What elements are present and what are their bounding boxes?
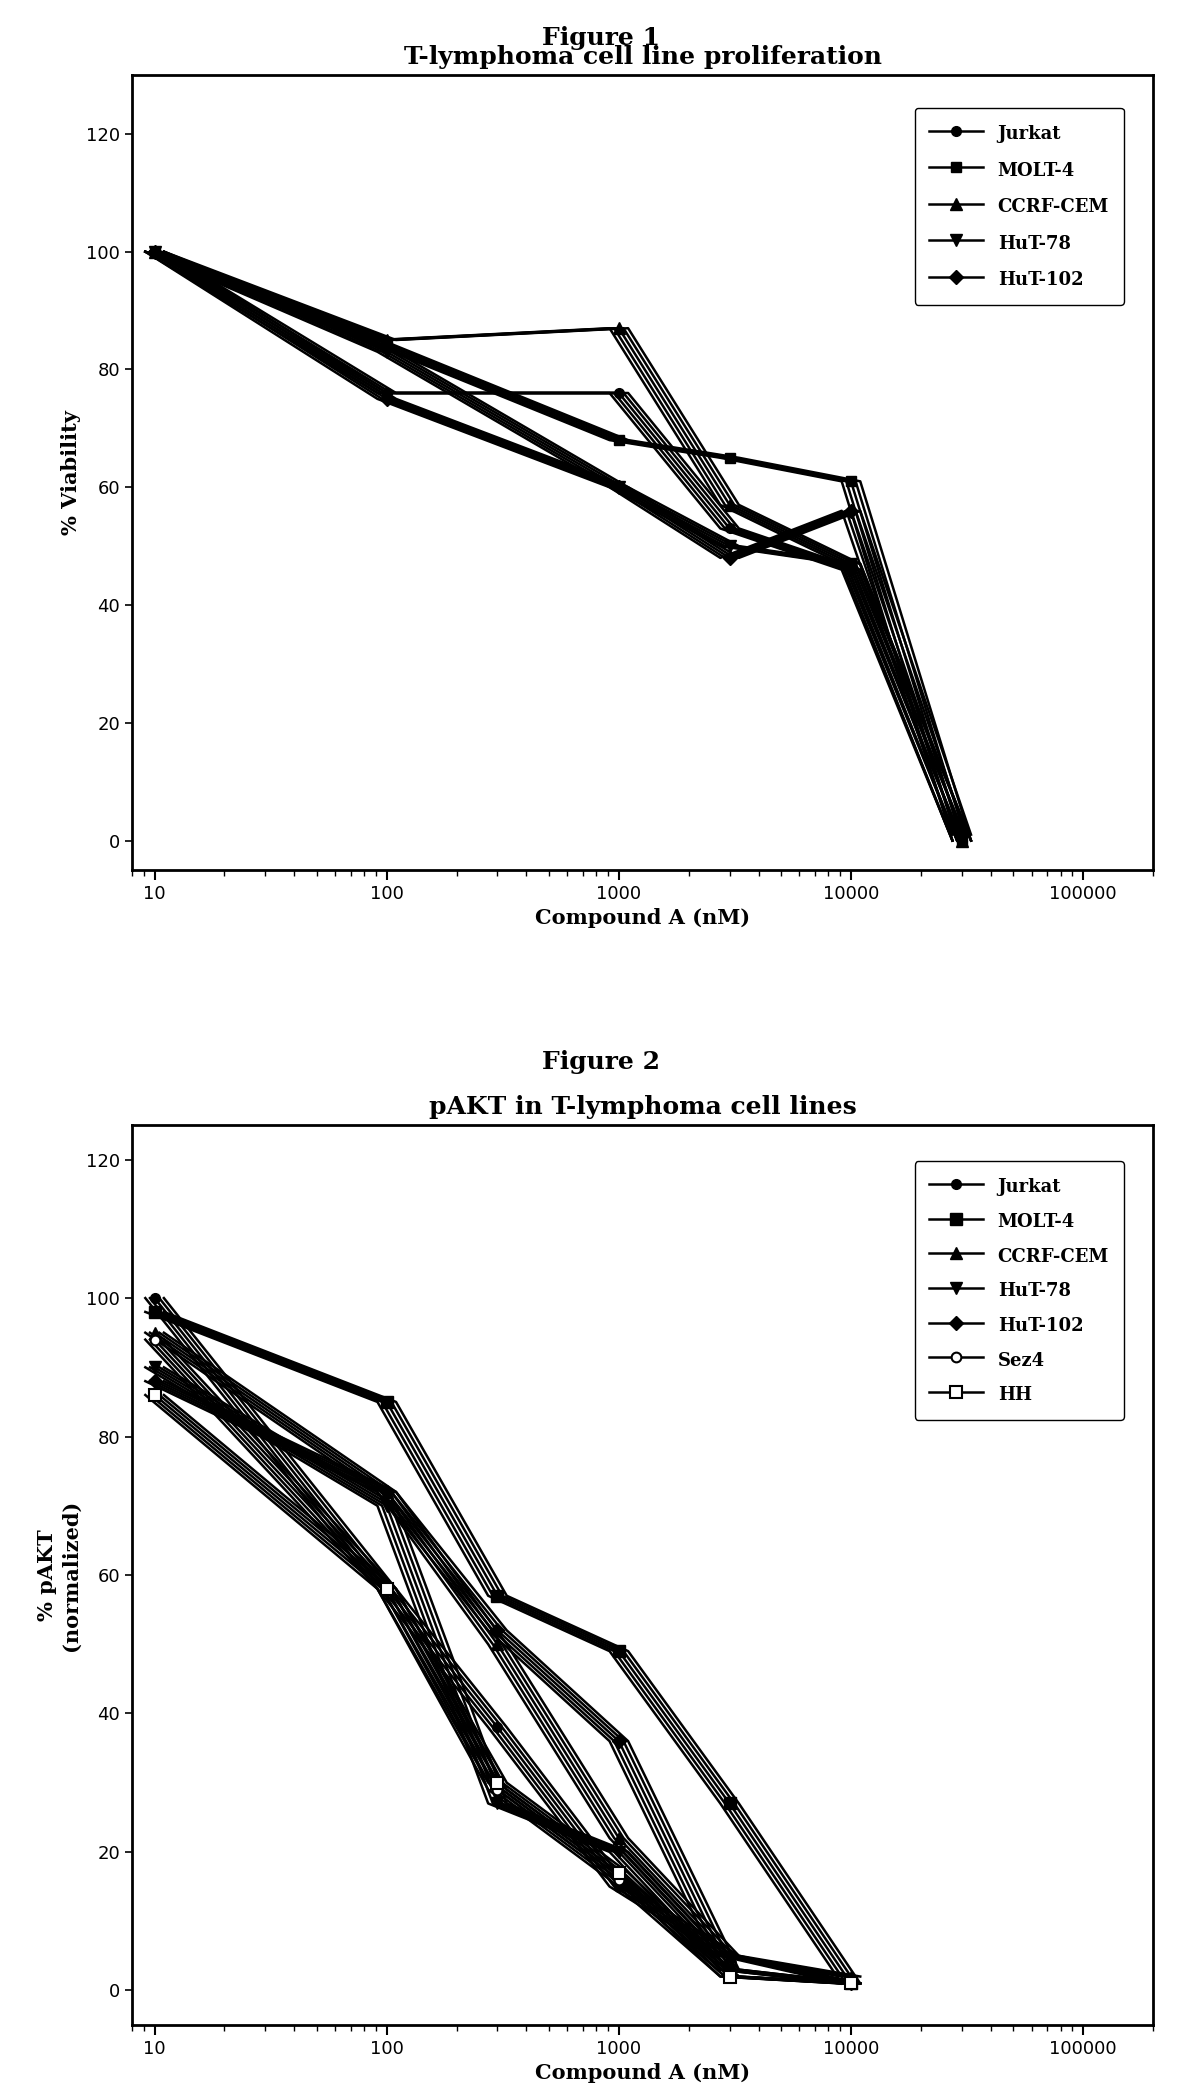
HuT-102 [722, 1957, 736, 1982]
MOLT-4 [955, 827, 969, 852]
CCRF-CEM [148, 238, 162, 263]
Line: Sez4: Sez4 [150, 1335, 856, 1989]
HuT-78 [148, 1356, 162, 1381]
Line: HuT-78: HuT-78 [149, 1362, 856, 1989]
Legend: Jurkat, MOLT-4, CCRF-CEM, HuT-78, HuT-102, Sez4, HH: Jurkat, MOLT-4, CCRF-CEM, HuT-78, HuT-10… [915, 1161, 1123, 1421]
Jurkat [148, 238, 162, 263]
Sez4 [611, 1868, 626, 1893]
MOLT-4 [722, 1790, 736, 1815]
CCRF-CEM [611, 315, 626, 341]
Line: Jurkat: Jurkat [150, 247, 967, 846]
X-axis label: Compound A (nM): Compound A (nM) [534, 909, 751, 928]
Jurkat [611, 380, 626, 405]
Y-axis label: % pAKT
(normalized): % pAKT (normalized) [37, 1500, 80, 1650]
HuT-102 [380, 386, 394, 412]
Sez4 [490, 1778, 504, 1803]
HH [380, 1577, 394, 1602]
Line: Jurkat: Jurkat [150, 1293, 856, 1989]
HH [844, 1970, 859, 1995]
HH [611, 1859, 626, 1884]
CCRF-CEM [380, 328, 394, 353]
HuT-102 [611, 474, 626, 499]
HuT-102 [844, 1970, 859, 1995]
HuT-102 [844, 499, 859, 524]
HuT-78 [148, 238, 162, 263]
Jurkat [955, 827, 969, 852]
HH [148, 1383, 162, 1408]
HuT-102 [722, 545, 736, 570]
Sez4 [148, 1327, 162, 1352]
Sez4 [844, 1970, 859, 1995]
MOLT-4 [380, 334, 394, 359]
Title: T-lymphoma cell line proliferation: T-lymphoma cell line proliferation [404, 44, 882, 69]
Line: HH: HH [149, 1389, 856, 1989]
Line: HuT-102: HuT-102 [150, 247, 967, 840]
Jurkat [844, 1970, 859, 1995]
CCRF-CEM [844, 1964, 859, 1989]
HuT-78 [380, 338, 394, 363]
Sez4 [722, 1964, 736, 1989]
HuT-102 [955, 823, 969, 848]
Title: pAKT in T-lymphoma cell lines: pAKT in T-lymphoma cell lines [429, 1095, 856, 1120]
MOLT-4 [490, 1583, 504, 1609]
CCRF-CEM [490, 1632, 504, 1657]
Line: MOLT-4: MOLT-4 [149, 1306, 856, 1989]
HuT-78 [611, 1840, 626, 1865]
HuT-78 [955, 827, 969, 852]
CCRF-CEM [148, 1320, 162, 1345]
HuT-102 [611, 1728, 626, 1753]
MOLT-4 [844, 1970, 859, 1995]
HuT-78 [611, 474, 626, 499]
HuT-78 [844, 551, 859, 577]
Line: HuT-78: HuT-78 [149, 247, 967, 846]
MOLT-4 [148, 1299, 162, 1324]
HuT-78 [490, 1790, 504, 1815]
HuT-78 [380, 1494, 394, 1519]
X-axis label: Compound A (nM): Compound A (nM) [534, 2064, 751, 2083]
HuT-102 [380, 1479, 394, 1504]
Legend: Jurkat, MOLT-4, CCRF-CEM, HuT-78, HuT-102: Jurkat, MOLT-4, CCRF-CEM, HuT-78, HuT-10… [915, 109, 1123, 305]
Jurkat [148, 1285, 162, 1310]
Jurkat [380, 1577, 394, 1602]
Jurkat [490, 1715, 504, 1740]
HuT-102 [148, 238, 162, 263]
MOLT-4 [611, 428, 626, 453]
CCRF-CEM [955, 827, 969, 852]
Line: CCRF-CEM: CCRF-CEM [149, 247, 967, 846]
Text: Figure 1: Figure 1 [542, 25, 659, 50]
Sez4 [380, 1577, 394, 1602]
HuT-102 [490, 1617, 504, 1642]
MOLT-4 [844, 468, 859, 493]
HuT-102 [148, 1368, 162, 1393]
HuT-78 [722, 533, 736, 558]
Jurkat [611, 1874, 626, 1899]
Y-axis label: % Viability: % Viability [60, 409, 80, 535]
CCRF-CEM [611, 1826, 626, 1851]
MOLT-4 [380, 1389, 394, 1414]
CCRF-CEM [722, 493, 736, 518]
Jurkat [722, 1943, 736, 1968]
Line: HuT-102: HuT-102 [150, 1377, 856, 1989]
CCRF-CEM [380, 1479, 394, 1504]
Jurkat [380, 380, 394, 405]
Jurkat [844, 558, 859, 583]
HH [722, 1964, 736, 1989]
Line: MOLT-4: MOLT-4 [150, 247, 967, 846]
HH [490, 1769, 504, 1794]
Text: Figure 2: Figure 2 [542, 1051, 659, 1074]
MOLT-4 [148, 238, 162, 263]
Jurkat [722, 516, 736, 541]
HuT-78 [722, 1957, 736, 1982]
CCRF-CEM [844, 551, 859, 577]
MOLT-4 [722, 445, 736, 470]
MOLT-4 [611, 1638, 626, 1663]
HuT-78 [844, 1970, 859, 1995]
Line: CCRF-CEM: CCRF-CEM [149, 1327, 856, 1982]
CCRF-CEM [722, 1943, 736, 1968]
